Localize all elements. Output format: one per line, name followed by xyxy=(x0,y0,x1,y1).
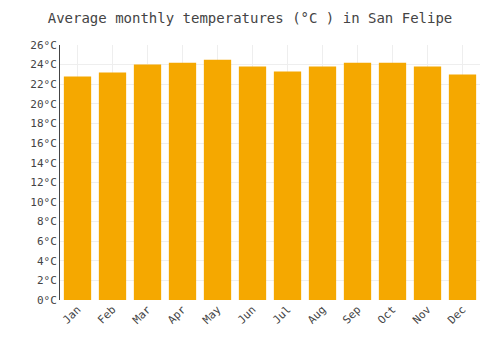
svg-text:20°C: 20°C xyxy=(30,98,57,111)
svg-text:18°C: 18°C xyxy=(30,117,57,130)
svg-text:12°C: 12°C xyxy=(30,176,57,189)
svg-text:Dec: Dec xyxy=(445,303,468,326)
svg-text:6°C: 6°C xyxy=(37,235,57,248)
svg-text:Mar: Mar xyxy=(130,303,154,327)
svg-text:22°C: 22°C xyxy=(30,78,57,91)
svg-text:Feb: Feb xyxy=(95,303,118,326)
svg-text:Jul: Jul xyxy=(270,303,293,326)
svg-text:Jan: Jan xyxy=(60,303,83,326)
svg-text:May: May xyxy=(200,303,224,327)
svg-text:0°C: 0°C xyxy=(37,294,57,307)
svg-text:Nov: Nov xyxy=(410,303,434,327)
svg-text:24°C: 24°C xyxy=(30,58,57,71)
svg-text:2°C: 2°C xyxy=(37,274,57,287)
svg-text:Sep: Sep xyxy=(340,303,363,326)
svg-text:26°C: 26°C xyxy=(30,39,57,52)
svg-text:Average monthly temperatures (: Average monthly temperatures (°C ) in Sa… xyxy=(48,10,453,26)
svg-text:Oct: Oct xyxy=(375,303,398,326)
svg-text:Apr: Apr xyxy=(165,303,189,327)
svg-text:Jun: Jun xyxy=(235,303,258,326)
svg-text:8°C: 8°C xyxy=(37,215,57,228)
svg-text:10°C: 10°C xyxy=(30,196,57,209)
svg-text:16°C: 16°C xyxy=(30,137,57,150)
svg-text:14°C: 14°C xyxy=(30,157,57,170)
svg-text:Aug: Aug xyxy=(305,303,328,326)
svg-text:4°C: 4°C xyxy=(37,255,57,268)
